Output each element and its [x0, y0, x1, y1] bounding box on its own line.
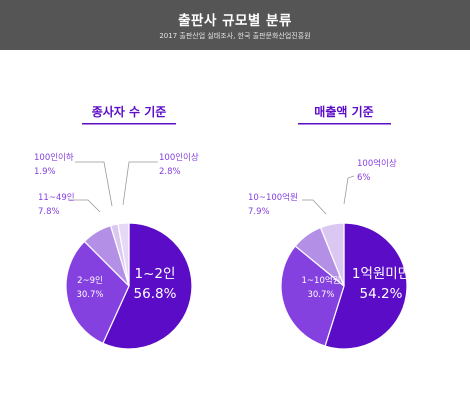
slice-value: 2.8% [159, 167, 181, 177]
slice-label: 10~100억원 [248, 192, 298, 203]
slice-label: 100인이하 [34, 152, 74, 163]
chart-title: 종사자 수 기준 [92, 104, 167, 119]
pie-slice [280, 245, 345, 347]
chart-title: 매출액 기준 [314, 104, 373, 119]
leader-line [302, 199, 327, 215]
slice-value: 1.9% [34, 167, 56, 177]
slice-value: 6% [357, 173, 371, 183]
slice-value: 54.2% [360, 286, 403, 302]
slice-value: 30.7% [307, 290, 334, 300]
leader-line [70, 199, 101, 213]
slice-label: 2~9인 [77, 275, 103, 286]
pie-charts: 종사자 수 기준 1~2인 56.8% 2~9인 30.7% 11~49인 7.8% 100인… [34, 104, 410, 350]
pie-slice [65, 240, 130, 345]
slice-label: 1~10억원 [302, 275, 341, 286]
slice-value: 7.8% [38, 207, 60, 217]
pie-chart-1: 종사자 수 기준 1~2인 56.8% 2~9인 30.7% 11~49인 7.8% 100인… [34, 104, 199, 350]
slice-value: 56.8% [134, 286, 177, 302]
leader-line [122, 161, 158, 206]
leader-line [343, 175, 355, 205]
chart-title-underline [298, 123, 391, 125]
pie-slice [319, 222, 345, 287]
pie-slice [117, 222, 130, 287]
slice-value: 7.9% [248, 207, 270, 217]
slice-label: 100인이상 [159, 152, 199, 163]
header: 출판사 규모별 분류 2017 출판산업 실태조사, 한국 출판문화산업진흥원 [0, 0, 470, 50]
slice-label: 100억이상 [357, 158, 397, 169]
pie-slice [102, 222, 193, 350]
pie-chart-2: 매출액 기준 1억원미만 54.2% 1~10억원 30.7% 10~100억원 7.9% 1… [248, 104, 410, 350]
slice-label: 1~2인 [135, 266, 176, 282]
slice-value: 30.7% [76, 290, 103, 300]
slice-label: 1억원미만 [352, 266, 410, 282]
pie-slice [324, 222, 408, 350]
chart-title-underline [82, 123, 176, 125]
page-title: 출판사 규모별 분류 [178, 13, 292, 29]
page-subtitle: 2017 출판산업 실태조사, 한국 출판문화산업진흥원 [159, 32, 311, 40]
slice-label: 11~49인 [38, 192, 75, 203]
leader-line [75, 161, 113, 207]
